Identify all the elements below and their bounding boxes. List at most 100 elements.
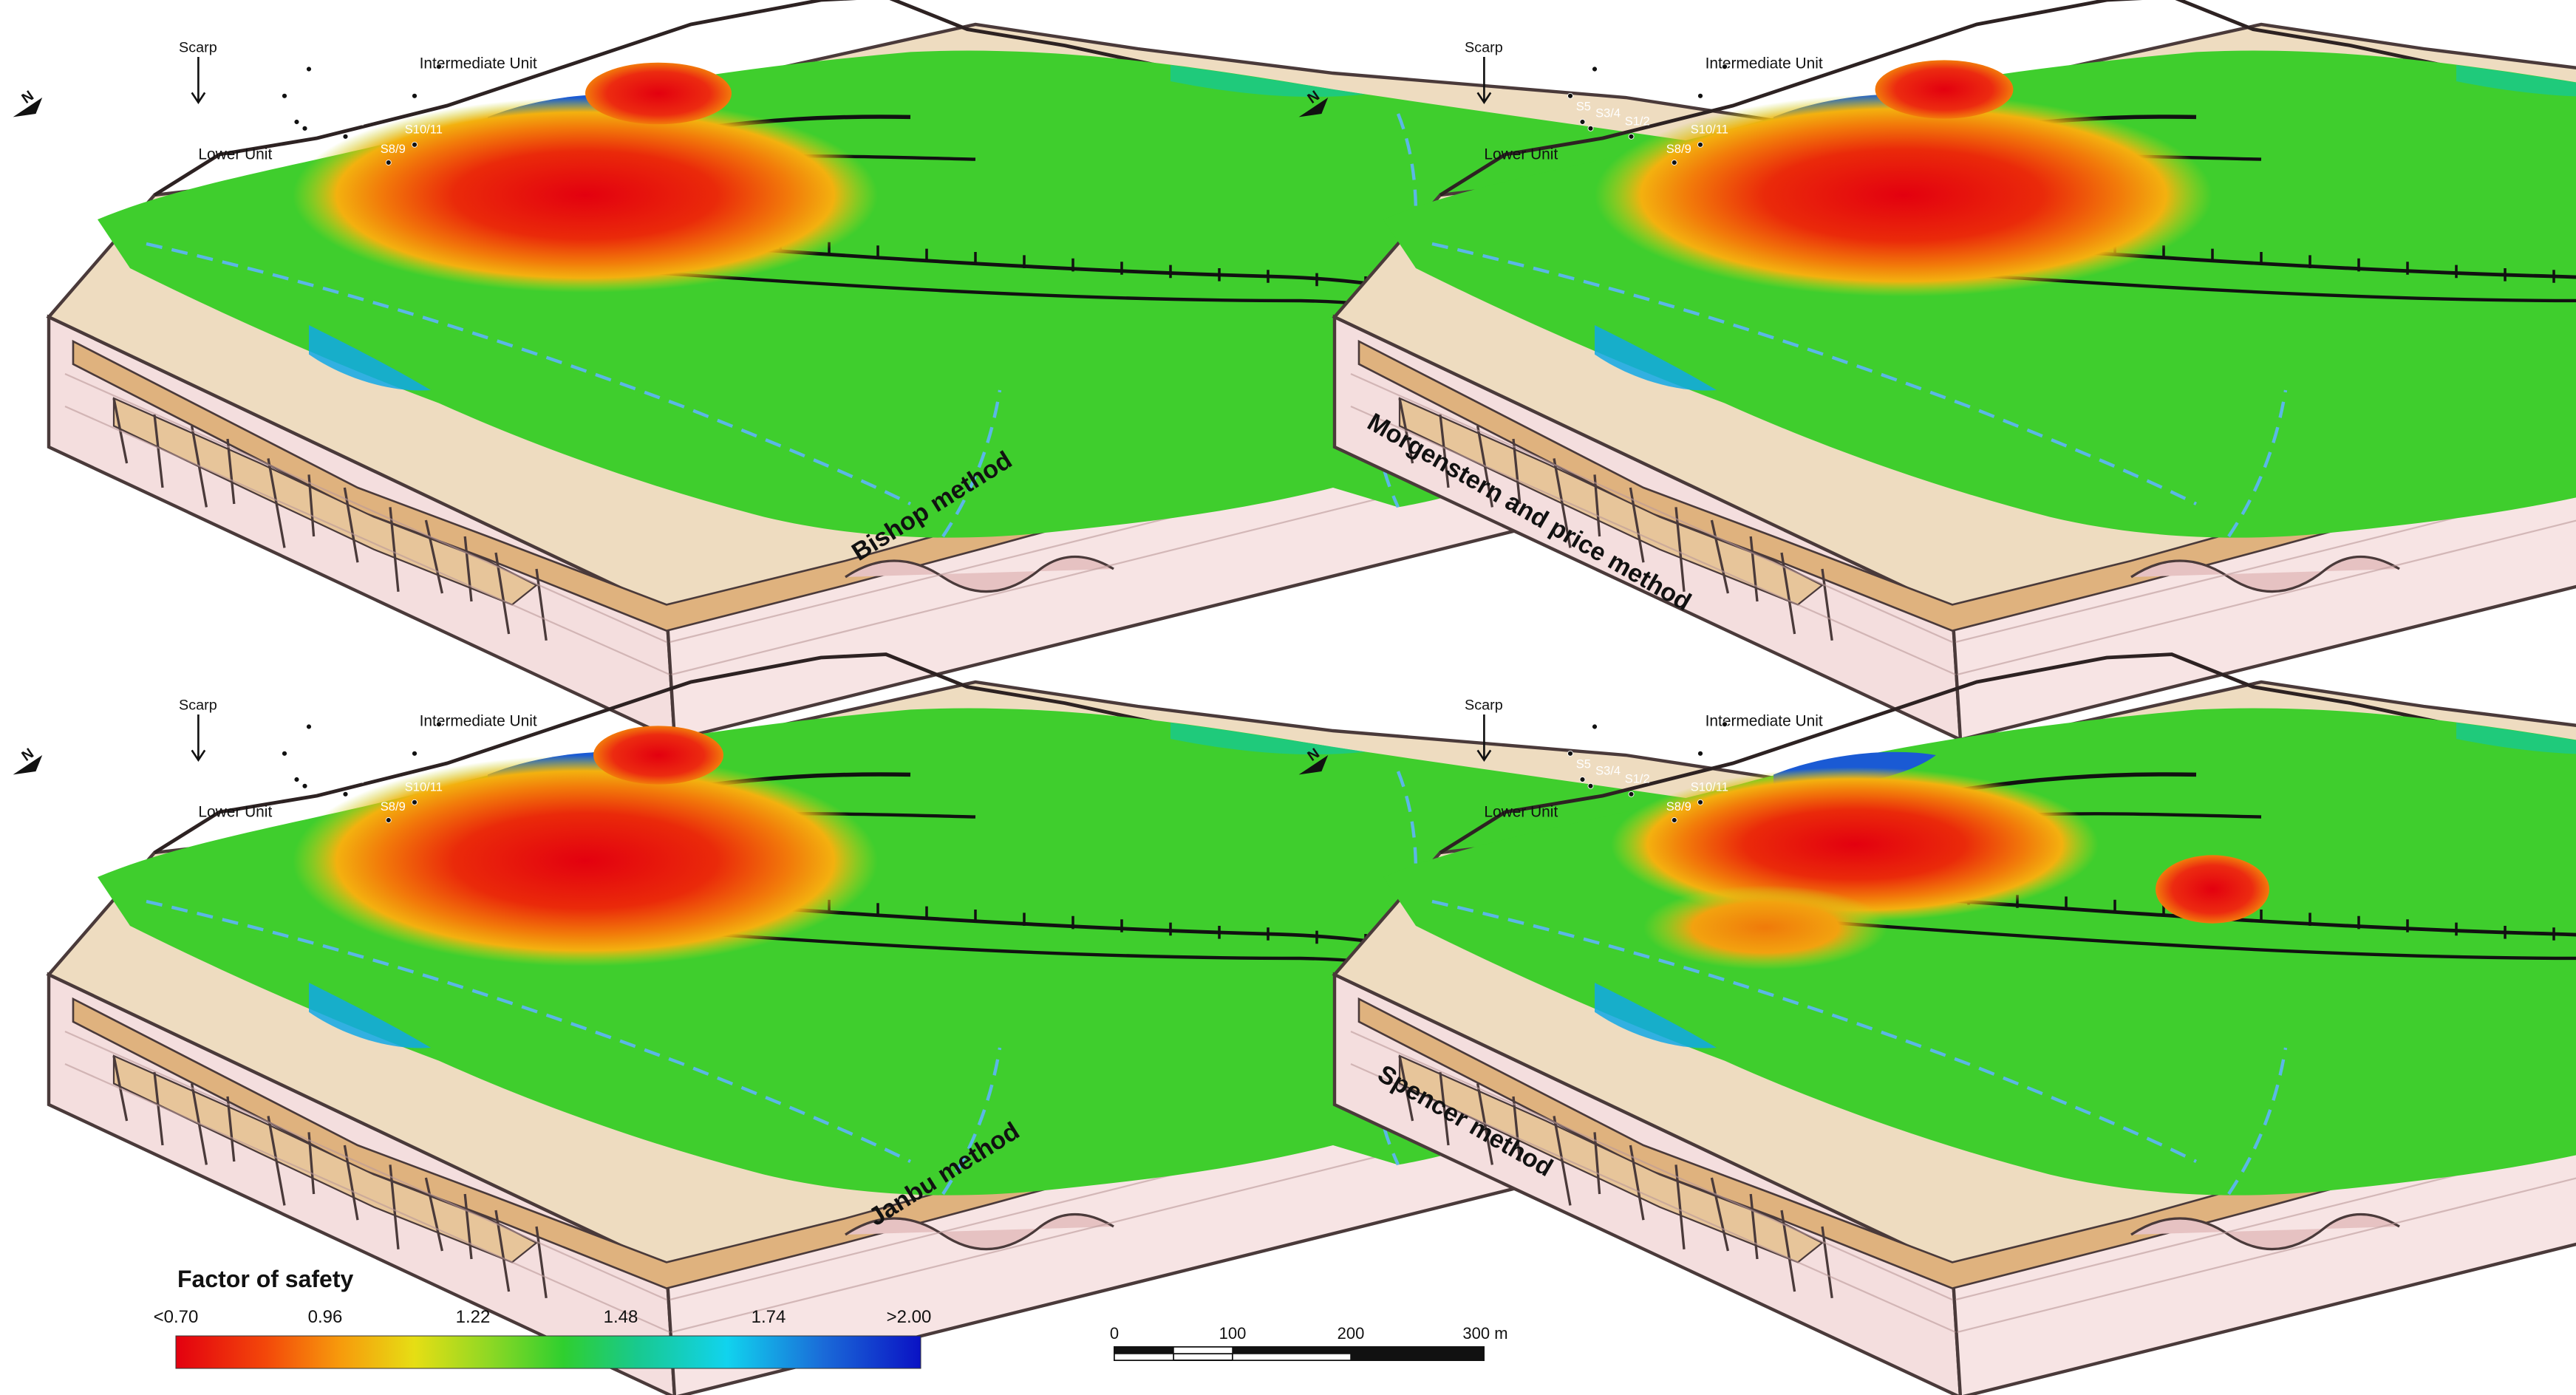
lower-unit-label: Lower Unit (1484, 146, 1558, 163)
lower-unit-label: Lower Unit (1484, 804, 1558, 821)
north-arrow-icon: N (13, 746, 43, 775)
low-safety-zone (1875, 60, 2014, 119)
survey-point-marker (293, 119, 300, 125)
low-safety-zone (293, 755, 878, 966)
survey-point-label: S13/14 (423, 704, 461, 717)
intermediate-unit-label: Intermediate Unit (420, 712, 537, 729)
low-safety-zone (593, 726, 723, 785)
legend-tick-label: <0.70 (154, 1307, 199, 1327)
survey-point-marker (1592, 723, 1598, 730)
scarp-arrow-icon (191, 57, 206, 104)
survey-point-label: S6/15 (270, 76, 301, 89)
survey-point-marker (436, 64, 442, 70)
survey-point-marker (301, 782, 308, 789)
survey-point-marker (1628, 133, 1635, 140)
survey-point-label: S7 (302, 49, 317, 62)
survey-point-marker (282, 92, 287, 99)
survey-point-marker (1697, 750, 1703, 757)
scarp-arrow-icon (191, 714, 206, 762)
survey-point-marker (306, 723, 312, 730)
survey-point-marker (306, 66, 312, 72)
survey-point-marker (293, 777, 300, 782)
survey-point-marker (385, 817, 392, 823)
low-safety-zone (2156, 855, 2269, 924)
survey-point-label: S6/15 (1556, 734, 1587, 747)
survey-point-marker (1697, 92, 1703, 99)
scarp-label: Scarp (179, 697, 217, 713)
scale-tick-label: 100 (1219, 1324, 1247, 1343)
survey-point-marker (301, 125, 308, 132)
low-safety-zone (1595, 93, 2212, 297)
legend-tick-label: 1.22 (456, 1307, 491, 1327)
low-safety-zone (1643, 885, 1887, 970)
survey-point-marker (1722, 721, 1728, 728)
survey-point-label: S13/14 (1708, 704, 1747, 717)
survey-point-label: S3/4 (310, 764, 335, 777)
survey-point-marker (1697, 799, 1703, 805)
survey-point-label: S1/2 (1625, 772, 1650, 785)
survey-point-label: S6/15 (1556, 76, 1587, 89)
scarp-label: Scarp (179, 39, 217, 55)
survey-point-label: S8/9 (381, 143, 406, 156)
survey-point-marker (1579, 777, 1586, 782)
survey-point-marker (412, 141, 418, 148)
survey-point-marker (1722, 64, 1728, 70)
survey-point-marker (342, 133, 349, 140)
survey-point-marker (385, 160, 392, 166)
survey-point-label: S1/2 (1625, 115, 1650, 128)
lower-unit-label: Lower Unit (198, 146, 272, 163)
survey-point-label: S3/4 (1595, 764, 1621, 777)
scarp-label: Scarp (1465, 697, 1503, 713)
survey-point-label: S12 (408, 731, 429, 745)
survey-point-marker (1579, 119, 1586, 125)
survey-point-label: S6/15 (270, 734, 301, 747)
survey-point-label: S7 (302, 706, 317, 720)
scarp-label: Scarp (1465, 39, 1503, 55)
north-arrow-icon: N (13, 88, 43, 117)
survey-point-label: S3/4 (1595, 106, 1621, 120)
intermediate-unit-label: Intermediate Unit (1706, 55, 1823, 72)
fos-legend: Factor of safety <0.70 0.96 1.22 1.48 1.74 >2… (154, 1266, 931, 1369)
stability-map-panel: N Scarp Intermediate Unit Lower Unit S7 S13/1… (13, 0, 2016, 740)
survey-point-label: S12 (1694, 74, 1715, 87)
scale-tick-label: 0 (1110, 1324, 1119, 1343)
survey-point-label: S3/4 (310, 106, 335, 120)
lower-unit-label: Lower Unit (198, 804, 272, 821)
scarp-arrow-icon (1476, 57, 1492, 104)
survey-point-marker (1592, 66, 1598, 72)
survey-point-marker (1567, 92, 1573, 99)
survey-point-marker (1587, 782, 1594, 789)
survey-point-label: S7 (1588, 706, 1603, 720)
survey-point-marker (412, 799, 418, 805)
survey-point-marker (1567, 750, 1573, 757)
survey-point-marker (1671, 160, 1677, 166)
scale-bar: 0 100 200 300 m (1110, 1324, 1508, 1361)
scale-tick-label: 300 m (1462, 1324, 1507, 1343)
survey-point-label: S8/9 (1666, 800, 1691, 814)
legend-tick-label: 1.74 (752, 1307, 786, 1327)
scale-tick-label: 200 (1338, 1324, 1365, 1343)
survey-point-marker (1628, 791, 1635, 797)
scarp-arrow-icon (1476, 714, 1492, 762)
survey-point-marker (1697, 141, 1703, 148)
legend-tick-label: 0.96 (308, 1307, 343, 1327)
survey-point-label: S7 (1588, 49, 1603, 62)
survey-point-label: S13/14 (1708, 47, 1747, 60)
low-safety-zone (585, 62, 732, 125)
survey-point-label: S5 (290, 758, 305, 771)
survey-point-label: S10/11 (1691, 780, 1728, 794)
survey-point-label: S5 (1576, 100, 1591, 114)
low-safety-zone (1611, 767, 2099, 922)
legend-color-ramp (175, 1335, 921, 1369)
survey-point-marker (342, 791, 349, 797)
intermediate-unit-label: Intermediate Unit (420, 55, 537, 72)
survey-point-marker (436, 721, 442, 728)
survey-point-marker (282, 750, 287, 757)
survey-point-marker (1671, 817, 1677, 823)
survey-point-label: S1/2 (339, 115, 364, 128)
survey-point-label: S5 (1576, 758, 1591, 771)
intermediate-unit-label: Intermediate Unit (1706, 712, 1823, 729)
